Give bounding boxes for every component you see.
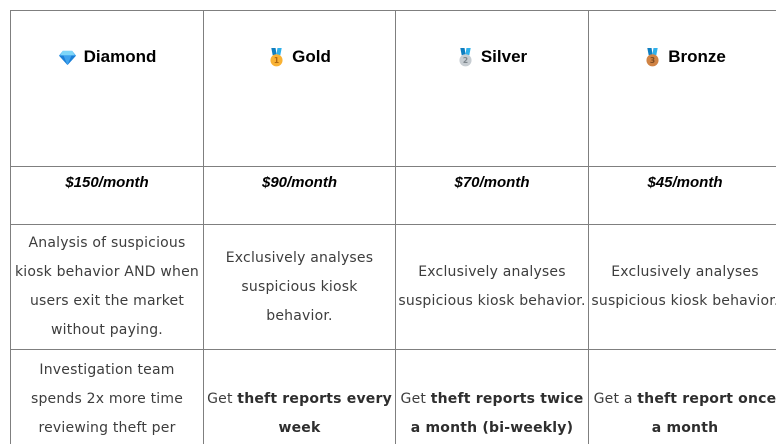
price-gold: $90/month — [203, 166, 396, 225]
tier-header-gold: 1 Gold — [203, 10, 396, 167]
tier-name: Silver — [480, 47, 528, 66]
pricing-table: Diamond 1 Gold — [10, 10, 776, 444]
analysis-feature-bronze: Exclusively analyses suspicious kiosk be… — [588, 224, 776, 350]
tier-header-row: Diamond 1 Gold — [10, 10, 776, 167]
analysis-feature-silver: Exclusively analyses suspicious kiosk be… — [395, 224, 589, 350]
gold-medal-icon: 1 — [268, 47, 285, 67]
price-value: $70/month — [454, 174, 530, 191]
price-silver: $70/month — [395, 166, 589, 225]
tier-name: Gold — [292, 47, 331, 66]
silver-medal-icon: 2 — [457, 47, 474, 67]
diamond-icon — [58, 49, 77, 66]
analysis-feature-text: Exclusively analyses suspicious kiosk be… — [398, 264, 586, 309]
tier-header-bronze: 3 Bronze — [588, 10, 776, 167]
price-bronze: $45/month — [588, 166, 776, 225]
tier-header-diamond: Diamond — [10, 10, 204, 167]
reports-feature-gold: Get theft reports every week — [203, 349, 396, 444]
silver-medal-rank: 2 — [463, 56, 468, 65]
bronze-medal-icon: 3 — [644, 47, 661, 67]
analysis-feature-gold: Exclusively analyses suspicious kiosk be… — [203, 224, 396, 350]
price-value: $90/month — [261, 174, 337, 191]
reports-feature-text: Get theft reports every week — [207, 391, 392, 436]
reports-feature-row: Investigation team spends 2x more time r… — [10, 349, 776, 444]
analysis-feature-text: Exclusively analyses suspicious kiosk be… — [591, 264, 776, 309]
tier-name: Diamond — [83, 47, 157, 66]
price-row: $150/month $90/month $70/month $45/month — [10, 166, 776, 225]
reports-feature-text: Investigation team spends 2x more time r… — [30, 362, 184, 436]
reports-feature-bronze: Get a theft report once a month — [588, 349, 776, 444]
analysis-feature-text: Exclusively analyses suspicious kiosk be… — [225, 249, 374, 324]
reports-feature-silver: Get theft reports twice a month (bi-week… — [395, 349, 589, 444]
analysis-feature-text: Analysis of suspicious kiosk behavior AN… — [14, 235, 199, 338]
reports-feature-text: Get a theft report once a month — [593, 391, 776, 436]
reports-feature-diamond: Investigation team spends 2x more time r… — [10, 349, 204, 444]
analysis-feature-row: Analysis of suspicious kiosk behavior AN… — [10, 224, 776, 350]
tier-name: Bronze — [668, 47, 726, 66]
reports-feature-text: Get theft reports twice a month (bi-week… — [400, 391, 584, 436]
analysis-feature-diamond: Analysis of suspicious kiosk behavior AN… — [10, 224, 204, 350]
price-value: $150/month — [65, 174, 149, 191]
tier-header-silver: 2 Silver — [395, 10, 589, 167]
gold-medal-rank: 1 — [274, 56, 279, 65]
bronze-medal-rank: 3 — [650, 56, 655, 65]
price-value: $45/month — [647, 174, 723, 191]
price-diamond: $150/month — [10, 166, 204, 225]
